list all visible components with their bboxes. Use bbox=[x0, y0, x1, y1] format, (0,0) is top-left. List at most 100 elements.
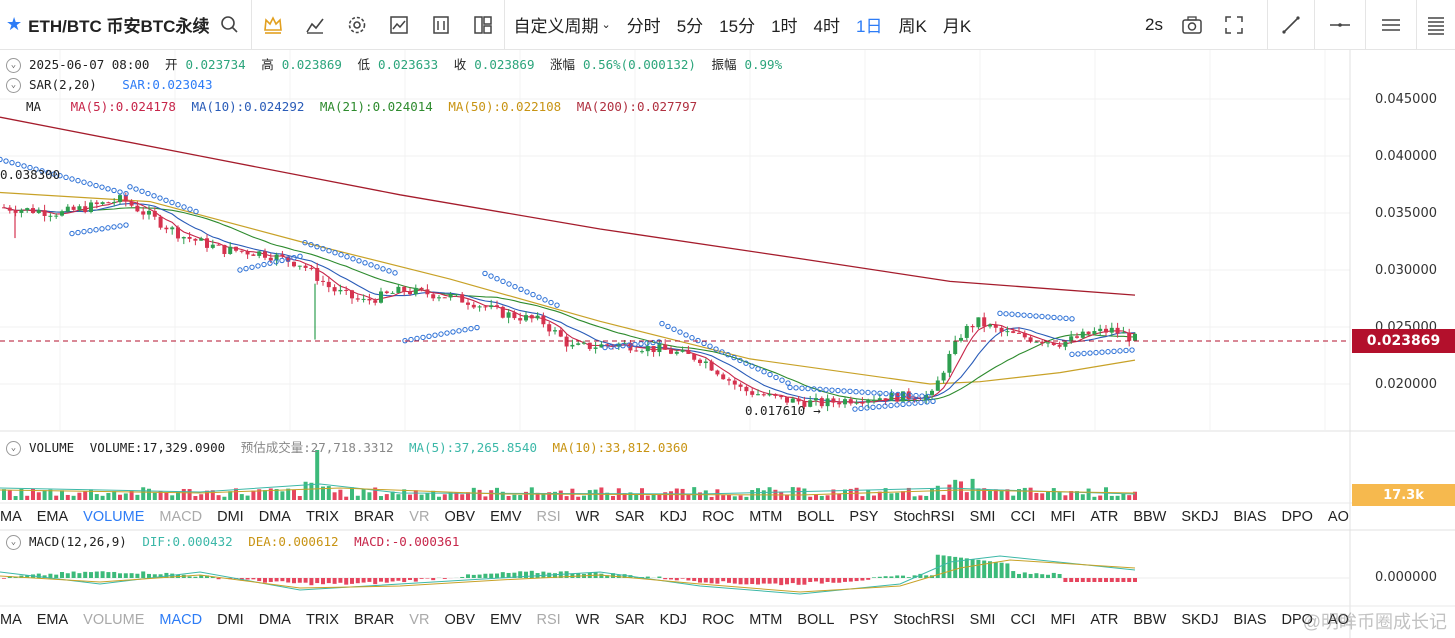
sar-dot bbox=[33, 166, 39, 172]
indicator-tab-roc[interactable]: ROC bbox=[702, 509, 735, 525]
indicator-tab-kdj[interactable]: KDJ bbox=[659, 612, 688, 628]
indicator-tab-bbw[interactable]: BBW bbox=[1133, 509, 1167, 525]
indicator-tab-brar[interactable]: BRAR bbox=[353, 612, 395, 628]
indicator-tab-rsi[interactable]: RSI bbox=[536, 612, 561, 628]
indicator-tab-vr[interactable]: VR bbox=[409, 509, 430, 525]
indicator-tab-ma[interactable]: MA bbox=[0, 612, 22, 628]
indicator-tab-psy[interactable]: PSY bbox=[849, 509, 879, 525]
period-1h[interactable]: 1时 bbox=[771, 17, 798, 36]
indicator-tab-mtm[interactable]: MTM bbox=[749, 509, 783, 525]
sar-dot bbox=[1123, 347, 1129, 354]
camera-icon[interactable] bbox=[1171, 0, 1213, 50]
sar-dot bbox=[444, 330, 450, 336]
indicator-tab-obv[interactable]: OBV bbox=[444, 509, 476, 525]
period-15m[interactable]: 15分 bbox=[719, 17, 756, 36]
collapse-icon[interactable]: ⌄ bbox=[6, 58, 21, 73]
candle-body bbox=[738, 384, 743, 387]
indicator-tab-ma[interactable]: MA bbox=[0, 509, 22, 525]
indicator-tab-dmi[interactable]: DMI bbox=[217, 612, 244, 628]
indicator-tab-sar[interactable]: SAR bbox=[614, 509, 645, 525]
indicator-tab-dpo[interactable]: DPO bbox=[1281, 509, 1313, 525]
indicator-tab-emv[interactable]: EMV bbox=[490, 612, 522, 628]
macd-bar bbox=[999, 562, 1004, 578]
indicator-tab-vr[interactable]: VR bbox=[409, 612, 430, 628]
indicator-tab-psy[interactable]: PSY bbox=[849, 612, 879, 628]
period-1mo[interactable]: 月K bbox=[942, 17, 972, 36]
crown-icon[interactable] bbox=[252, 0, 294, 50]
indicator-tab-trix[interactable]: TRIX bbox=[305, 509, 339, 525]
period-1w[interactable]: 周K bbox=[898, 17, 927, 36]
period-5m[interactable]: 5分 bbox=[676, 17, 704, 36]
indicator-tab-ema[interactable]: EMA bbox=[36, 612, 69, 628]
candle-body bbox=[1063, 341, 1068, 347]
chart-type-icon[interactable] bbox=[378, 0, 420, 50]
indicator-tab-dpo[interactable]: DPO bbox=[1281, 612, 1313, 628]
indicator-tab-ao[interactable]: AO bbox=[1327, 612, 1349, 628]
star-icon[interactable]: ★ bbox=[6, 14, 23, 34]
indicator-tab-atr[interactable]: ATR bbox=[1090, 612, 1119, 628]
indicator-tab-bias[interactable]: BIAS bbox=[1233, 612, 1267, 628]
custom-period-dropdown[interactable]: 自定义周期 ⌄ bbox=[505, 0, 618, 50]
gear-icon[interactable] bbox=[336, 0, 378, 50]
indicator-tab-dma[interactable]: DMA bbox=[258, 612, 291, 628]
candle-body bbox=[408, 291, 412, 295]
indicator-tab-stochrsi[interactable]: StochRSI bbox=[893, 509, 955, 525]
indicator-tab-stochrsi[interactable]: StochRSI bbox=[893, 612, 955, 628]
indicator-tab-rsi[interactable]: RSI bbox=[536, 509, 561, 525]
template-icon[interactable] bbox=[420, 0, 462, 50]
candle-body bbox=[808, 400, 813, 407]
indicator-tab-atr[interactable]: ATR bbox=[1090, 509, 1119, 525]
volume-bar bbox=[756, 488, 760, 500]
indicator-tab-macd[interactable]: MACD bbox=[159, 612, 203, 628]
parallel-lines-icon[interactable] bbox=[1366, 0, 1416, 50]
layout-icon[interactable] bbox=[462, 0, 504, 50]
period-1m[interactable]: 分时 bbox=[626, 17, 661, 36]
indicator-tab-dmi[interactable]: DMI bbox=[217, 509, 244, 525]
candle-body bbox=[825, 398, 830, 407]
menu-icon[interactable] bbox=[1417, 0, 1455, 50]
horizontal-line-icon[interactable] bbox=[1315, 0, 1365, 50]
indicator-tab-skdj[interactable]: SKDJ bbox=[1181, 612, 1219, 628]
collapse-icon[interactable]: ⌄ bbox=[6, 78, 21, 93]
indicator-tab-volume[interactable]: VOLUME bbox=[83, 509, 145, 525]
indicator-tab-bias[interactable]: BIAS bbox=[1233, 509, 1267, 525]
indicator-tab-macd[interactable]: MACD bbox=[159, 509, 203, 525]
symbol-title[interactable]: ★ ETH/BTC 币安BTC永续 bbox=[0, 0, 209, 50]
indicator-tab-boll[interactable]: BOLL bbox=[797, 509, 835, 525]
indicator-tab-ao[interactable]: AO bbox=[1327, 509, 1349, 525]
indicator-tab-smi[interactable]: SMI bbox=[969, 612, 996, 628]
indicator-tab-brar[interactable]: BRAR bbox=[353, 509, 395, 525]
indicator-tab-ema[interactable]: EMA bbox=[36, 509, 69, 525]
indicator-tab-kdj[interactable]: KDJ bbox=[659, 509, 688, 525]
period-4h[interactable]: 4时 bbox=[813, 17, 841, 36]
indicator-tab-boll[interactable]: BOLL bbox=[797, 612, 835, 628]
period-1d[interactable]: 1日 bbox=[856, 17, 883, 36]
indicator-tab-emv[interactable]: EMV bbox=[490, 509, 522, 525]
indicator-tab-mfi[interactable]: MFI bbox=[1050, 509, 1076, 525]
indicator-tab-skdj[interactable]: SKDJ bbox=[1181, 509, 1219, 525]
indicator-tab-bbw[interactable]: BBW bbox=[1133, 612, 1167, 628]
indicator-tab-sar[interactable]: SAR bbox=[614, 612, 645, 628]
indicator-tab-trix[interactable]: TRIX bbox=[305, 612, 339, 628]
search-icon[interactable] bbox=[209, 0, 251, 50]
fullscreen-icon[interactable] bbox=[1213, 0, 1255, 50]
volume-bar bbox=[1017, 489, 1021, 500]
refresh-interval[interactable]: 2s bbox=[1145, 15, 1163, 34]
indicator-tab-dma[interactable]: DMA bbox=[258, 509, 291, 525]
candle-body bbox=[176, 227, 180, 239]
indicator-tab-cci[interactable]: CCI bbox=[1010, 612, 1036, 628]
indicator-tab-roc[interactable]: ROC bbox=[702, 612, 735, 628]
collapse-icon[interactable]: ⌄ bbox=[6, 535, 21, 550]
indicator-tab-obv[interactable]: OBV bbox=[444, 612, 476, 628]
indicator-tab-wr[interactable]: WR bbox=[575, 509, 600, 525]
indicator-icon[interactable] bbox=[294, 0, 336, 50]
indicator-tab-wr[interactable]: WR bbox=[575, 612, 600, 628]
indicator-tab-smi[interactable]: SMI bbox=[969, 509, 996, 525]
indicator-tab-mtm[interactable]: MTM bbox=[749, 612, 783, 628]
collapse-icon[interactable]: ⌄ bbox=[6, 441, 21, 456]
indicator-tab-mfi[interactable]: MFI bbox=[1050, 612, 1076, 628]
indicator-tab-cci[interactable]: CCI bbox=[1010, 509, 1036, 525]
trend-line-icon[interactable] bbox=[1268, 0, 1314, 50]
indicator-tab-volume[interactable]: VOLUME bbox=[83, 612, 145, 628]
